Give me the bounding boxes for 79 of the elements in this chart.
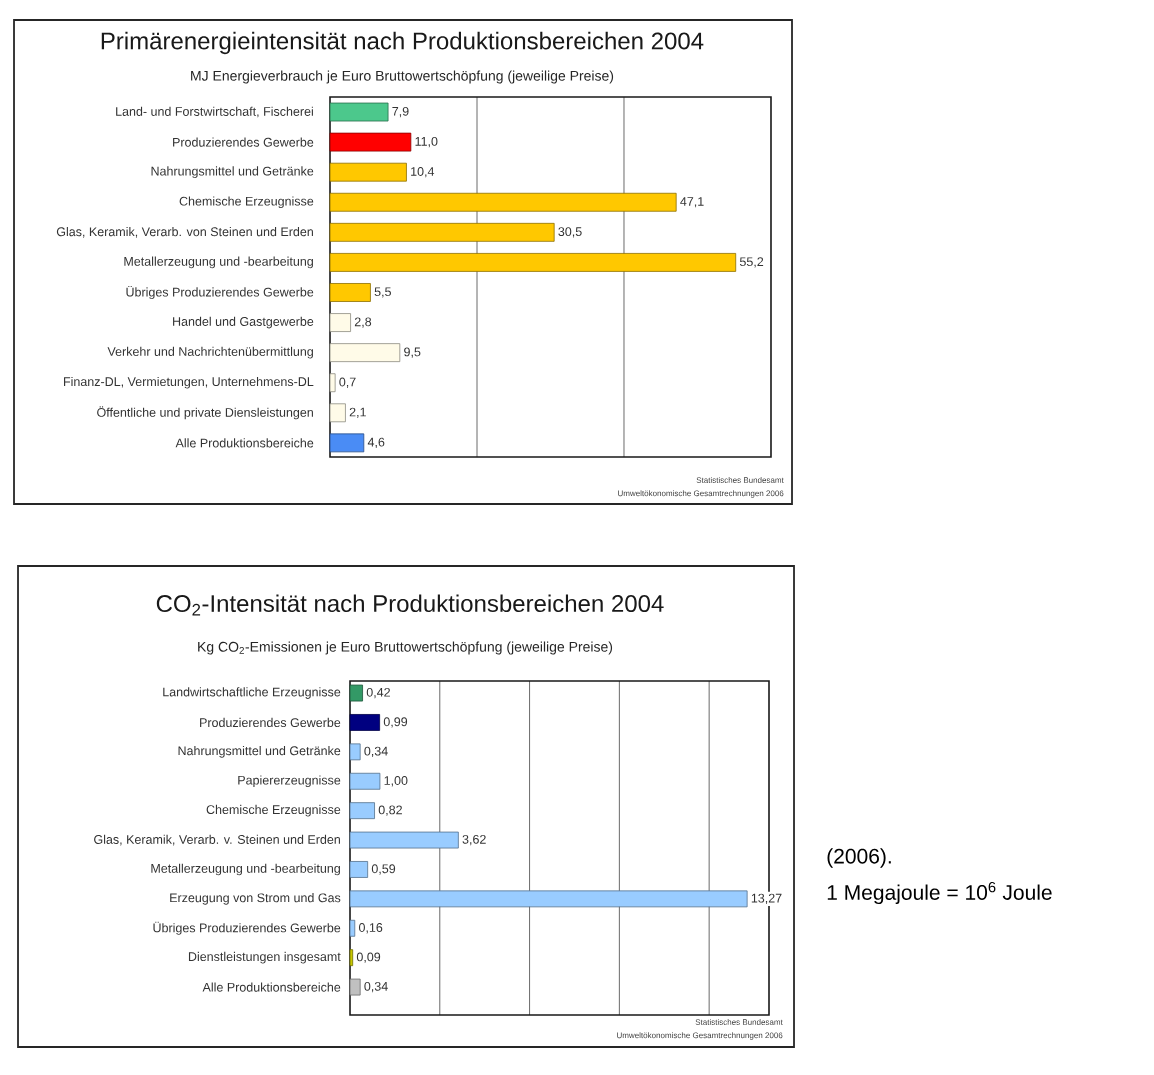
y-tick-label: Metallerzeugung und -bearbeitung [124,256,313,269]
bar [349,802,375,820]
bar [349,978,361,996]
data-label: 3,62 [462,834,486,846]
chart-title: CO$_{2}$-Intensität nach Produktionsbereichen 2004 [156,594,664,616]
bar [329,102,389,122]
y-tick-label: Dienstleistungen insgesamt [188,951,341,964]
y-tick-label: Land- und Forstwirtschaft, Fischerei [116,106,313,118]
chart-subtitle: MJ Energieverbrauch je Euro Bruttowertschöpfung (jeweilige Preise) [191,70,614,84]
chart-title: Primärenergieintensität nach Produktionsbereichen 2004 [101,31,704,55]
y-tick-label: Papiererzeugnisse [238,775,341,788]
bar [349,890,748,908]
bar [349,684,363,702]
data-label: 0,99 [383,717,408,728]
y-tick-label: Alle Produktionsbereiche [202,982,341,992]
bar [329,253,737,272]
data-label: 9,5 [404,347,421,358]
bar [349,861,369,878]
y-tick-label: Produzierendes Gewerbe [173,137,314,147]
data-label: 0,09 [356,952,381,963]
bar [329,283,371,302]
text: Umweltökonomische Gesamtrechnungen 2006 [617,1032,783,1040]
data-label: 1,00 [384,776,408,787]
y-tick-label: Öffentliche und private Diensleistungen [97,406,313,420]
data-label: 0,59 [371,864,396,875]
y-tick-label: Nahrungsmittel und Getränke [178,746,341,758]
chart-subtitle: Kg CO$_{2}$-Emissionen je Euro Bruttowertschöpfung (jeweilige Preise) [198,641,613,655]
bar [329,433,365,453]
bar [329,132,412,152]
y-tick-label: Glas, Keramik, Verarb. von Steinen und Erden [56,227,313,238]
text: 1 Megajoule = 10$^{6}$ Joule [827,881,1052,905]
data-label: 7,9 [392,106,409,118]
data-label: 30,5 [558,227,582,238]
bar [329,403,346,423]
data-label: 0,16 [358,923,383,934]
y-tick-label: Chemische Erzeugnisse [206,804,341,817]
data-label: 0,34 [364,981,388,993]
y-tick-label: Verkehr und Nachrichtenübermittlung [107,346,313,359]
y-tick-label: Chemische Erzeugnisse [179,196,314,209]
text: Statistisches Bundesamt [695,1019,783,1025]
y-tick-label: Finanz-DL, Vermietungen, Unternehmens-DL [64,376,314,389]
data-label: 5,5 [374,287,391,298]
y-tick-label: Nahrungsmittel und Getränke [151,166,314,179]
text: Umweltökonomische Gesamtrechnungen 2006 [618,490,784,498]
data-label: 13,27 [751,893,782,905]
text: (2006). [827,848,891,868]
bar [329,373,336,393]
text: Statistisches Bundesamt [696,477,784,483]
data-label: 2,1 [349,407,366,418]
y-tick-label: Erzeugung von Strom und Gas [170,893,341,905]
y-tick-label: Landwirtschaftliche Erzeugnisse [163,687,341,699]
y-tick-label: Übriges Produzierendes Gewerbe [153,921,341,935]
data-label: 0,7 [339,377,356,388]
data-label: 11,0 [415,136,438,148]
y-tick-label: Produzierendes Gewerbe [200,717,341,728]
data-label: 47,1 [680,197,704,208]
bar [329,192,677,212]
data-label: 0,34 [364,746,388,758]
bar [349,949,354,967]
bar [349,743,361,761]
bar [329,162,407,182]
bar [349,714,381,731]
data-label: 0,42 [366,687,390,699]
data-label: 0,82 [378,805,402,816]
bar [349,919,356,937]
bar [329,343,401,363]
bar [329,222,555,242]
data-label: 55,2 [739,257,764,268]
data-label: 4,6 [367,437,385,449]
y-tick-label: Alle Produktionsbereiche [175,438,314,448]
data-label: 10,4 [411,167,435,178]
data-label: 2,8 [354,317,372,328]
bar [329,313,351,332]
bar [349,772,381,790]
y-tick-label: Metallerzeugung und -bearbeitung [151,863,340,876]
y-tick-label: Glas, Keramik, Verarb. v. Steinen und Erden [94,834,340,846]
y-tick-label: Handel und Gastgewerbe [173,316,314,329]
bar [349,831,459,849]
y-tick-label: Übriges Produzierendes Gewerbe [126,285,314,300]
